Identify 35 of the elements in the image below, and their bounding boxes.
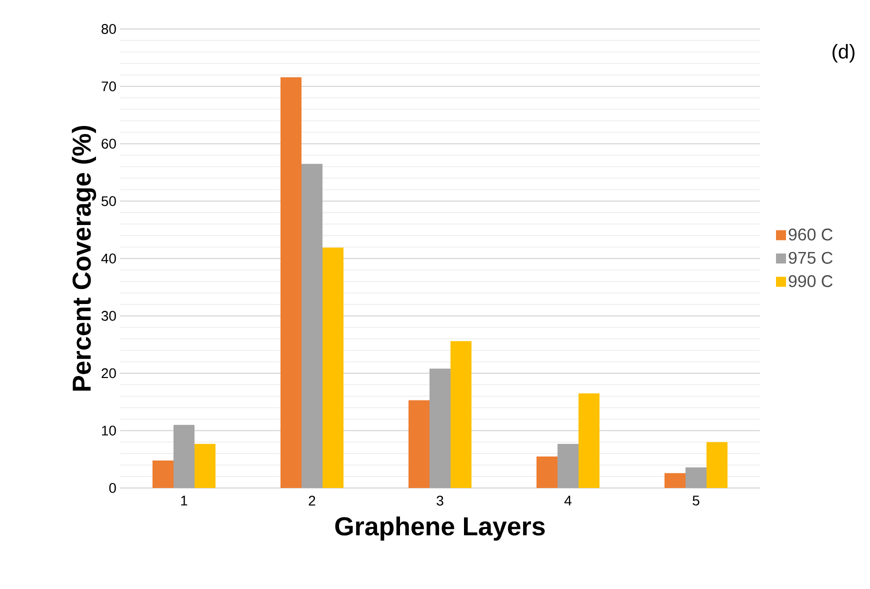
bar bbox=[152, 460, 174, 488]
x-tick-label: 5 bbox=[692, 496, 700, 506]
bar bbox=[450, 341, 472, 488]
bar bbox=[536, 456, 558, 488]
y-axis-title: Percent Coverage (%) bbox=[72, 126, 96, 391]
x-tick-label: 2 bbox=[308, 496, 316, 506]
y-tick-label: 10 bbox=[102, 426, 116, 436]
x-tick-label: 4 bbox=[564, 496, 572, 506]
bar bbox=[302, 164, 323, 488]
bar bbox=[558, 444, 579, 488]
bar bbox=[430, 368, 451, 488]
y-tick-label: 80 bbox=[102, 24, 116, 34]
legend-label: 975 C bbox=[788, 252, 833, 264]
bar bbox=[174, 424, 194, 488]
y-tick-label: 0 bbox=[109, 483, 116, 493]
y-tick-label: 20 bbox=[102, 368, 116, 378]
y-tick-label: 30 bbox=[102, 310, 116, 321]
y-tick-label: 70 bbox=[102, 81, 116, 92]
bar bbox=[322, 248, 344, 488]
bar bbox=[280, 77, 302, 488]
y-tick-label: 50 bbox=[102, 196, 116, 206]
bar bbox=[194, 444, 216, 488]
bar bbox=[578, 393, 600, 488]
y-tick-label: 40 bbox=[101, 254, 116, 264]
legend-label: 960 C bbox=[788, 228, 833, 241]
y-tick-label: 60 bbox=[102, 138, 116, 149]
x-tick-label: 1 bbox=[181, 496, 188, 506]
bar bbox=[706, 442, 728, 488]
x-tick-label: 3 bbox=[436, 496, 444, 506]
bar bbox=[408, 400, 430, 488]
text: (d) bbox=[832, 44, 854, 63]
bar bbox=[686, 467, 707, 488]
legend-label: 990 C bbox=[788, 275, 833, 288]
x-axis-title: Graphene Layers bbox=[335, 516, 545, 541]
bar bbox=[664, 473, 686, 488]
